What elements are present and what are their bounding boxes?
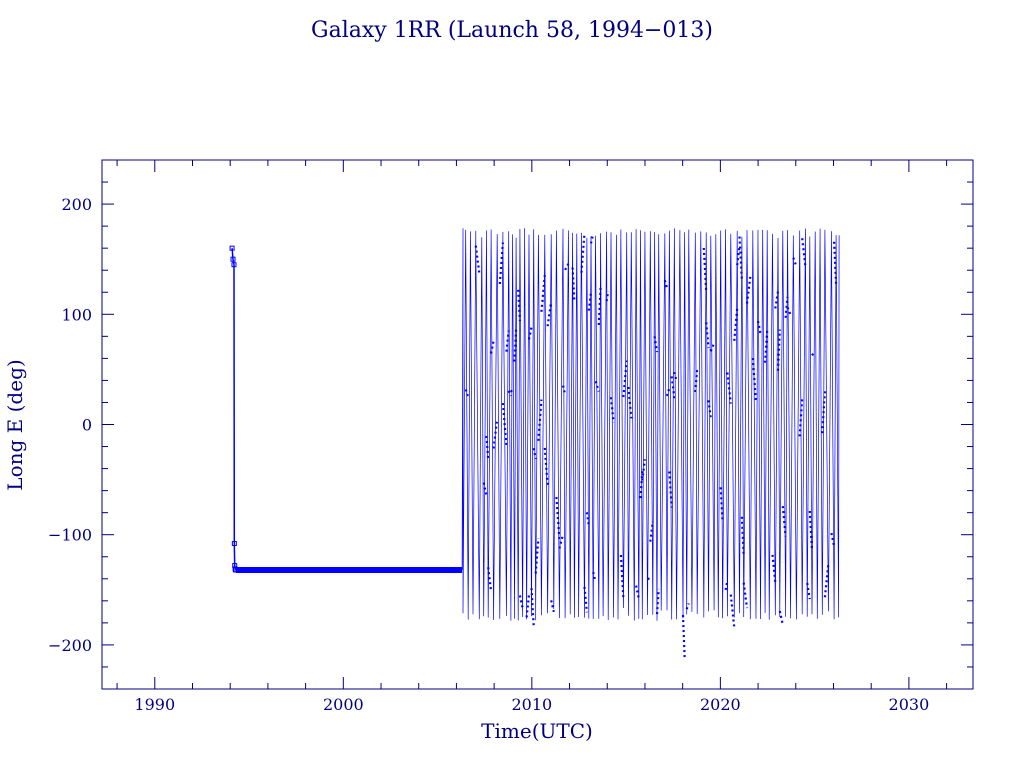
series-point-initial-0: [229, 245, 235, 251]
series-point-initial-2: [231, 262, 237, 268]
y-tick-label-0: 0: [82, 416, 92, 435]
x-axis-label: Time(UTC): [481, 719, 593, 743]
axis-ticks: [102, 160, 973, 689]
series-drifting-markers: [464, 233, 838, 658]
series-point-initial-3: [231, 541, 237, 547]
y-axis-label: Long E (deg): [3, 359, 27, 490]
x-tick-label-2000: 2000: [323, 695, 364, 714]
y-tick-label-200: 200: [61, 195, 92, 214]
tick-labels: 1990 2000 2010 2020 2030 −200 −100 0 100 200: [48, 195, 929, 714]
x-tick-label-2010: 2010: [511, 695, 552, 714]
plot-frame: [101, 159, 974, 690]
x-tick-label-2020: 2020: [700, 695, 741, 714]
series-initial-segment: [231, 248, 237, 571]
y-tick-label--100: −100: [48, 526, 92, 545]
y-tick-label--200: −200: [48, 636, 92, 655]
chart-title: Galaxy 1RR (Launch 58, 1994−013): [311, 18, 713, 43]
series-drifting-wraps: [461, 228, 840, 621]
y-tick-label-100: 100: [61, 305, 92, 324]
x-tick-label-1990: 1990: [134, 695, 175, 714]
series-longitude: [229, 228, 840, 658]
x-tick-label-2030: 2030: [889, 695, 930, 714]
series-point-initial-1: [230, 256, 236, 262]
